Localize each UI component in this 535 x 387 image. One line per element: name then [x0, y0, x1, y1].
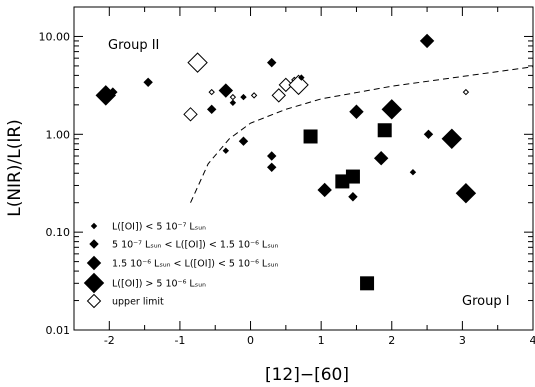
x-tick-label: 4 [530, 334, 535, 347]
data-point [298, 74, 305, 81]
data-point [267, 162, 277, 173]
data-point [423, 129, 434, 140]
y-axis-title: L(NIR)/L(IR) [5, 119, 25, 217]
x-tick-label: 1 [318, 334, 325, 347]
data-point [238, 136, 249, 146]
data-point [206, 104, 217, 115]
data-point [229, 93, 237, 101]
axis-ticks [73, 6, 534, 331]
data-point [208, 88, 215, 96]
data-point [229, 99, 237, 106]
data-point [373, 150, 389, 166]
legend-label: 5 10⁻⁷ Lₛᵤₙ < L([OI]) < 1.5 10⁻⁶ Lₛᵤₙ [112, 240, 279, 251]
legend-label: L([OI]) > 5 10⁻⁶ Lₛᵤₙ [112, 279, 206, 290]
data-point [278, 77, 294, 93]
data-point [143, 77, 153, 88]
data-point [317, 182, 332, 198]
data-point [335, 174, 350, 189]
data-point [271, 88, 286, 103]
data-point [288, 74, 309, 96]
legend-marker [86, 293, 102, 309]
annotation-group-ii: Group II [108, 38, 159, 53]
x-tick-label: -1 [174, 334, 185, 347]
legend-marker [90, 222, 98, 230]
y-tick-label: 0.01 [46, 324, 71, 337]
data-point [218, 83, 234, 98]
data-point [377, 123, 392, 138]
plot-frame [73, 6, 534, 331]
data-point [267, 151, 277, 161]
group-divider-curve [190, 66, 534, 203]
y-tick-label: 0.10 [46, 226, 71, 239]
y-tick-label: 1.00 [46, 128, 71, 141]
data-point [187, 52, 208, 73]
data-points [95, 33, 477, 291]
legend-label: L([OI]) < 5 10⁻⁷ Lₛᵤₙ [112, 222, 206, 233]
data-point [108, 87, 118, 97]
data-point [222, 147, 230, 154]
data-point [250, 92, 258, 99]
x-tick-label: 2 [388, 334, 395, 347]
legend-label: 1.5 10⁻⁶ Lₛᵤₙ < L([OI]) < 5 10⁻⁶ Lₛᵤₙ [112, 259, 279, 270]
data-point [348, 192, 358, 202]
data-point [183, 107, 198, 122]
x-tick-label: -2 [104, 334, 115, 347]
data-point [409, 168, 417, 176]
data-point [267, 57, 277, 68]
data-point [419, 33, 435, 49]
data-point [345, 169, 360, 184]
data-point [303, 129, 318, 144]
annotation-group-i: Group I [462, 294, 510, 309]
data-point [462, 88, 470, 96]
legend: L([OI]) < 5 10⁻⁷ Lₛᵤₙ 5 10⁻⁷ Lₛᵤₙ < L([OI… [83, 222, 279, 309]
data-point [360, 276, 375, 291]
legend-marker [86, 255, 102, 271]
data-point [240, 93, 247, 101]
legend-label: upper limit [112, 297, 164, 308]
data-point [349, 104, 364, 119]
x-tick-label: 0 [247, 334, 254, 347]
x-tick-label: 3 [459, 334, 466, 347]
x-axis-title: [12]−[60] [265, 365, 349, 385]
data-point [441, 128, 462, 149]
y-tick-label: 10.00 [39, 30, 71, 43]
data-point [381, 99, 402, 120]
legend-marker [89, 239, 99, 249]
tick-labels: -2 -1 0 1 2 3 4 10.00 1.00 0.10 0.01 [39, 30, 535, 347]
legend-marker [83, 272, 105, 294]
data-point [455, 183, 477, 204]
